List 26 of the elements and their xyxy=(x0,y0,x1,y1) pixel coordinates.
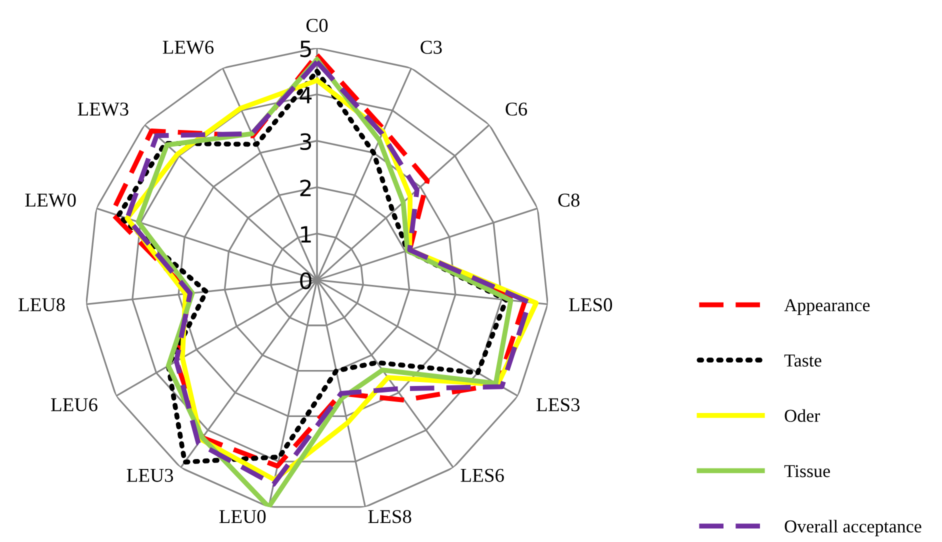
y-tick-label: 2 xyxy=(300,180,311,196)
spoke-label: LEW6 xyxy=(162,40,214,54)
legend-label: Appearance xyxy=(784,299,870,315)
spoke-label: LES6 xyxy=(460,468,504,482)
legend-label: Tissue xyxy=(784,465,830,478)
spoke-label: LEW3 xyxy=(78,102,128,116)
legend-label: Taste xyxy=(784,354,822,367)
spoke-label: LEU6 xyxy=(51,398,98,412)
legend-label: Oder xyxy=(784,409,820,422)
y-tick-label: 4 xyxy=(300,87,312,104)
spoke-label: LEU0 xyxy=(219,510,266,524)
spoke-label: LES8 xyxy=(368,510,412,524)
spoke-label: C3 xyxy=(420,40,442,54)
spoke-label: LES0 xyxy=(569,298,612,312)
y-tick-label: 0 xyxy=(300,272,312,290)
y-tick-label: 1 xyxy=(301,226,311,243)
spoke-label: LEU8 xyxy=(18,298,65,312)
spoke-label: LEU3 xyxy=(126,468,174,482)
spoke-label: LEW0 xyxy=(25,194,76,207)
spoke-label: LES3 xyxy=(536,398,580,412)
y-tick-label: 3 xyxy=(300,133,312,150)
spoke-label: C6 xyxy=(506,102,528,116)
legend-label: Overall acceptance xyxy=(784,520,922,536)
spoke-label: C0 xyxy=(306,18,328,32)
spoke-label: C8 xyxy=(558,194,580,207)
y-tick-label: 5 xyxy=(300,40,311,58)
